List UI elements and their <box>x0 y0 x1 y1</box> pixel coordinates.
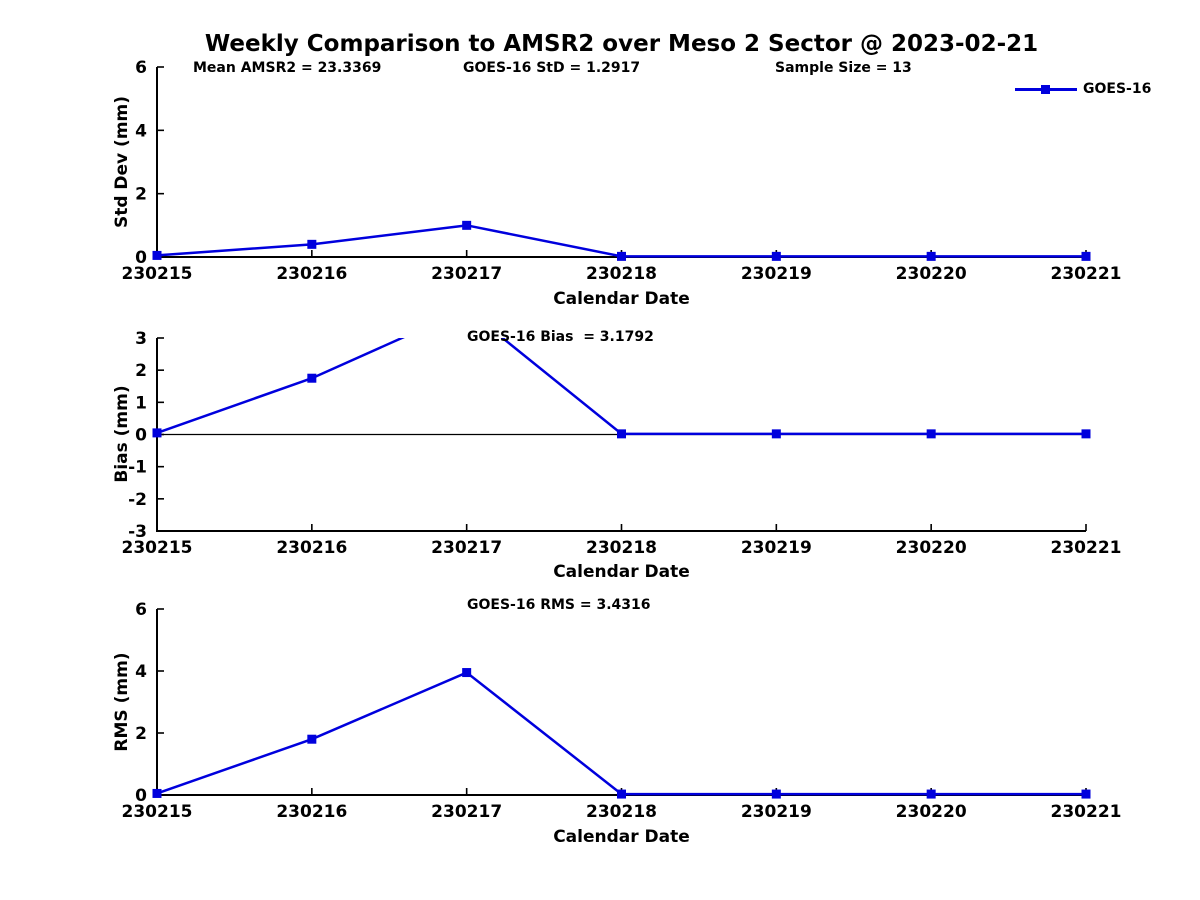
x-axis-label-bias: Calendar Date <box>553 562 690 582</box>
x-tick-label-rms: 230216 <box>276 802 347 822</box>
y-tick-label-bias: 3 <box>135 329 147 349</box>
data-point-marker-bias <box>1081 429 1091 439</box>
y-tick-label-rms: 4 <box>135 662 147 682</box>
annotation-goes16-std: GOES-16 StD = 1.2917 <box>463 60 641 76</box>
x-tick-label-bias: 230221 <box>1051 538 1122 558</box>
annotation-sample-size: Sample Size = 13 <box>775 60 912 76</box>
legend-series-label: GOES-16 <box>1083 81 1152 97</box>
x-tick-label-std-dev: 230215 <box>122 264 193 284</box>
data-point-marker-std-dev <box>926 251 936 261</box>
x-tick-label-rms: 230218 <box>586 802 657 822</box>
x-tick-label-rms: 230221 <box>1051 802 1122 822</box>
y-tick-label-bias: -2 <box>128 490 147 510</box>
x-tick-label-std-dev: 230220 <box>896 264 967 284</box>
y-tick-label-bias: 0 <box>135 426 147 446</box>
x-tick-label-bias: 230219 <box>741 538 812 558</box>
x-tick-label-std-dev: 230217 <box>431 264 502 284</box>
y-tick-label-std-dev: 0 <box>135 248 147 268</box>
y-tick-label-rms: 0 <box>135 786 147 806</box>
x-axis-label-rms: Calendar Date <box>553 827 690 847</box>
y-tick-label-bias: 1 <box>135 393 147 413</box>
y-tick-label-std-dev: 2 <box>135 185 147 205</box>
y-tick-label-bias: 2 <box>135 361 147 381</box>
data-point-marker-rms <box>926 789 936 799</box>
x-tick-label-bias: 230216 <box>276 538 347 558</box>
data-point-marker-rms <box>771 789 781 799</box>
y-tick-label-std-dev: 6 <box>135 58 147 78</box>
data-point-marker-rms <box>1081 789 1091 799</box>
data-point-marker-bias <box>771 429 781 439</box>
data-point-marker-std-dev <box>307 239 317 249</box>
y-tick-label-std-dev: 4 <box>135 121 147 141</box>
data-point-marker-rms <box>617 789 626 799</box>
x-tick-label-std-dev: 230216 <box>276 264 347 284</box>
annotation-goes16-bias: GOES-16 Bias = 3.1792 <box>467 329 654 345</box>
data-point-marker-rms <box>307 734 317 744</box>
data-point-marker-bias <box>152 428 162 438</box>
y-axis-label-stddev: Std Dev (mm) <box>112 95 132 229</box>
data-point-marker-std-dev <box>771 251 781 261</box>
x-tick-label-std-dev: 230218 <box>586 264 657 284</box>
data-point-marker-std-dev <box>462 220 472 230</box>
data-point-marker-std-dev <box>1081 251 1091 261</box>
y-tick-label-bias: -3 <box>128 522 147 542</box>
annotation-mean-amsr2: Mean AMSR2 = 23.3369 <box>193 60 382 76</box>
x-tick-label-rms: 230220 <box>896 802 967 822</box>
y-tick-label-rms: 6 <box>135 600 147 620</box>
x-tick-label-rms: 230217 <box>431 802 502 822</box>
data-point-marker-rms <box>152 788 162 798</box>
x-tick-label-rms: 230219 <box>741 802 812 822</box>
y-tick-label-bias: -1 <box>128 458 147 478</box>
legend: GOES-16 <box>1015 81 1151 97</box>
data-point-marker-bias <box>617 429 626 439</box>
x-tick-label-std-dev: 230219 <box>741 264 812 284</box>
data-line-rms <box>156 671 1086 796</box>
x-tick-label-bias: 230220 <box>896 538 967 558</box>
data-point-marker-bias <box>926 429 936 439</box>
x-tick-label-bias: 230218 <box>586 538 657 558</box>
x-tick-label-rms: 230215 <box>122 802 193 822</box>
data-line-bias <box>156 338 1086 436</box>
data-point-marker-rms <box>462 668 472 678</box>
data-point-marker-std-dev <box>152 250 162 260</box>
y-axis-label-bias: Bias (mm) <box>112 385 132 483</box>
y-axis-label-rms: RMS (mm) <box>112 652 132 752</box>
data-point-marker-std-dev <box>617 251 626 261</box>
legend-line-sample-icon <box>1015 81 1077 97</box>
annotation-goes16-rms: GOES-16 RMS = 3.4316 <box>467 597 651 613</box>
figure-title: Weekly Comparison to AMSR2 over Meso 2 S… <box>204 31 1039 57</box>
x-tick-label-bias: 230215 <box>122 538 193 558</box>
data-point-marker-bias <box>307 373 317 383</box>
y-tick-label-rms: 2 <box>135 724 147 744</box>
x-tick-label-std-dev: 230221 <box>1051 264 1122 284</box>
x-tick-label-bias: 230217 <box>431 538 502 558</box>
legend-square-marker-icon <box>1041 85 1050 94</box>
x-axis-label-stddev: Calendar Date <box>553 289 690 309</box>
